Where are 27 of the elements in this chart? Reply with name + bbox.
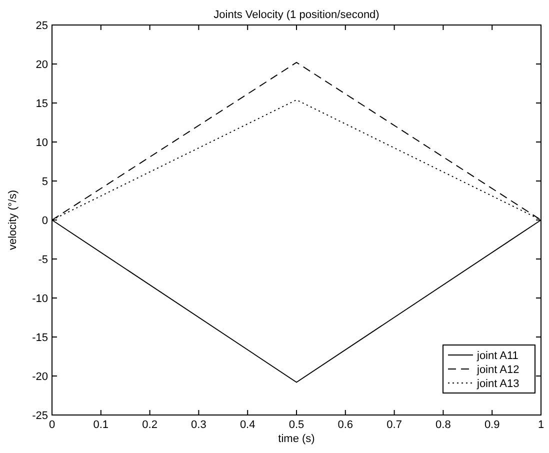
x-axis-title: time (s)	[278, 433, 315, 445]
y-tick-label: 25	[36, 20, 48, 32]
y-tick-label: -25	[32, 410, 48, 422]
x-tick-label: 0.8	[436, 419, 451, 431]
y-tick-label: 0	[42, 215, 48, 227]
x-tick-label: 0.9	[484, 419, 500, 431]
x-tick-label: 0.4	[240, 419, 256, 431]
x-tick-label: 0.1	[93, 419, 109, 431]
x-tick-label: 0.2	[142, 419, 158, 431]
y-axis-title: velocity (°/s)	[7, 190, 19, 250]
y-tick-label: -10	[32, 293, 48, 305]
chart-title: Joints Velocity (1 position/second)	[214, 9, 380, 21]
x-tick-label: 1	[538, 419, 544, 431]
y-tick-label: 5	[42, 176, 48, 188]
y-tick-label: -5	[38, 254, 48, 266]
y-tick-label: 10	[36, 137, 48, 149]
y-tick-label: 15	[36, 98, 48, 110]
legend-label: joint A12	[476, 364, 520, 376]
x-tick-label: 0.6	[338, 419, 354, 431]
x-tick-label: 0.5	[288, 419, 304, 431]
y-tick-label: -15	[32, 332, 48, 344]
legend-label: joint A13	[476, 378, 520, 390]
x-tick-label: 0.7	[386, 419, 402, 431]
y-tick-label: 20	[36, 59, 48, 71]
y-tick-label: -20	[32, 371, 48, 383]
x-tick-label: 0.3	[191, 419, 206, 431]
legend-label: joint A11	[476, 350, 518, 362]
